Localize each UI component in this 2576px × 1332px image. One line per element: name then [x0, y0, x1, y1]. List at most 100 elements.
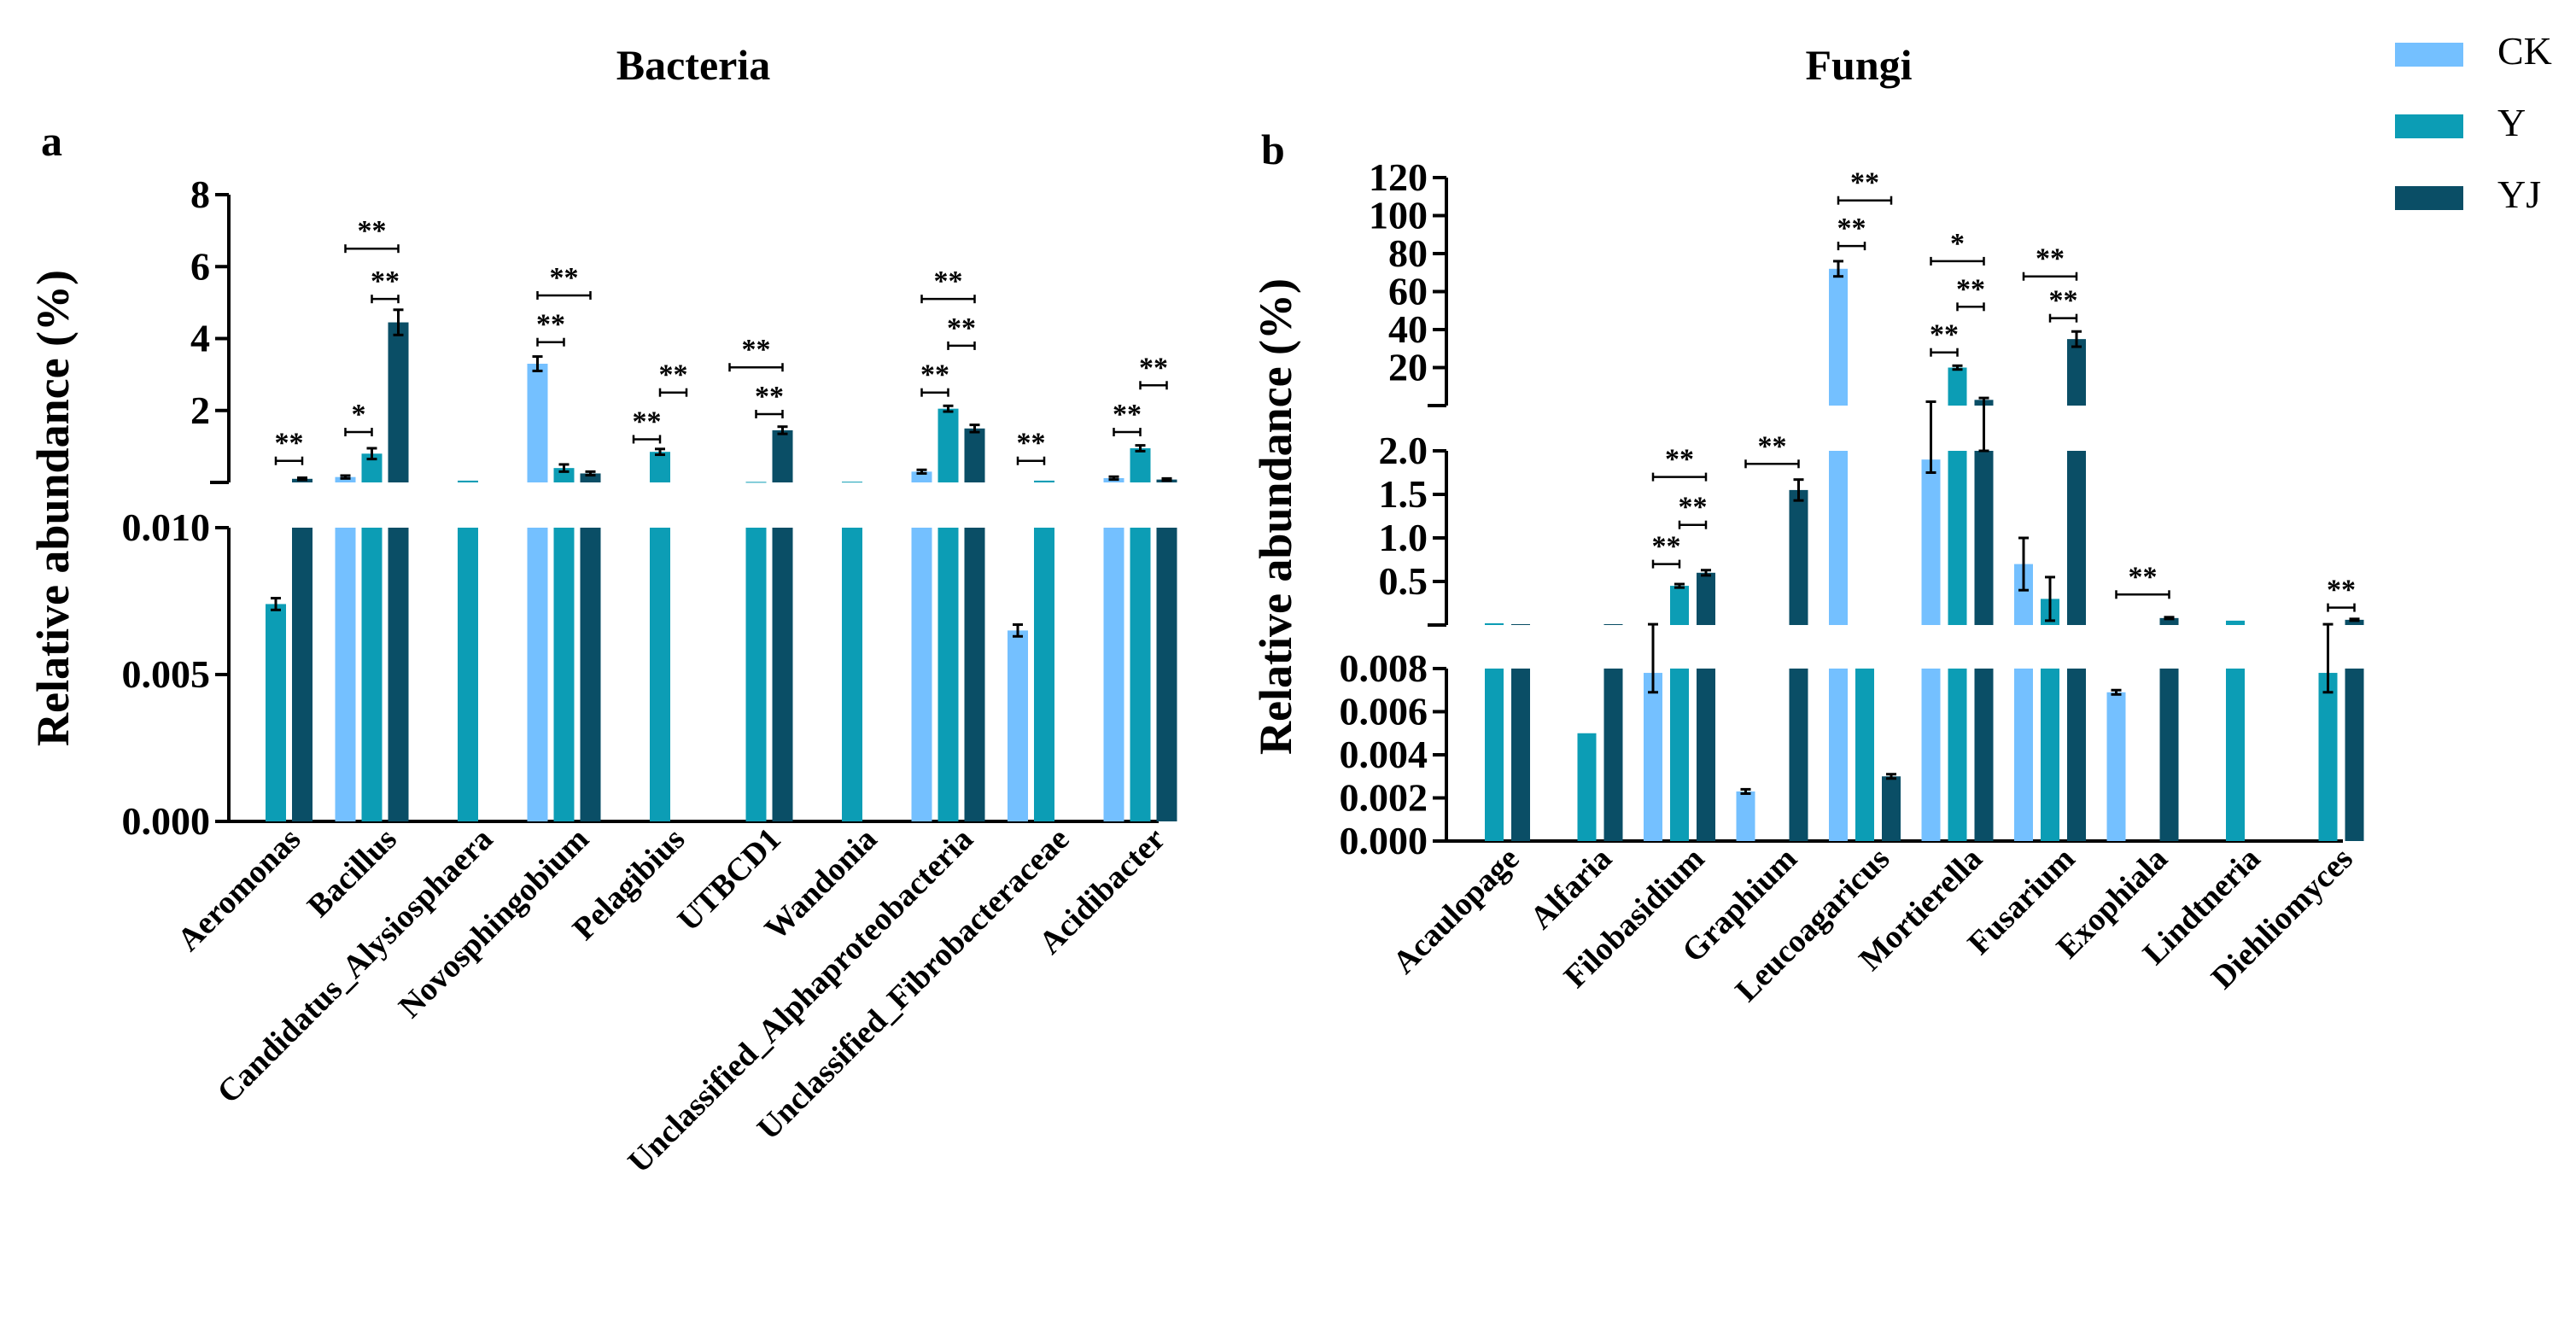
sig-label-filobasidium-2: **: [1665, 444, 1694, 476]
bar-graphium-ck-seg0: [1736, 791, 1755, 841]
panel-b-title: Fungi: [1805, 41, 1912, 89]
y-tick-label-b-2-5: 120: [1369, 155, 1428, 199]
sig-label-utbcd1-9: **: [742, 334, 771, 365]
bar-unclassified-alphaproteobacteria-y-seg0: [938, 528, 959, 821]
bar-fusarium-ck-seg0: [2014, 669, 2033, 841]
y-tick-label-b-0-4: 0.008: [1340, 646, 1428, 690]
bar-mortierella-yj-seg1: [1974, 451, 1994, 625]
bar-mortierella-ck-seg1: [1921, 459, 1941, 625]
panel-a-plot: 0.0000.0050.0102468AeromonasBacillusCand…: [122, 172, 1177, 1180]
y-tick-label-b-1-2: 1.5: [1379, 472, 1428, 516]
bar-alfaria-yj-seg1: [1603, 623, 1623, 625]
bar-aeromonas-y-seg0: [266, 604, 286, 821]
y-tick-label-a-1-2: 6: [190, 244, 210, 288]
legend-swatch-y: [2395, 114, 2463, 138]
bar-unclassified-alphaproteobacteria-yj-seg0: [964, 528, 985, 821]
y-tick-label-a-0-1: 0.005: [122, 652, 211, 696]
sig-label-novosphingobium-4: **: [536, 309, 565, 341]
y-tick-label-b-2-1: 40: [1388, 307, 1428, 351]
sig-label-unclassified-alphaproteobacteria-10: **: [920, 359, 949, 391]
bar-exophiala-yj-seg1: [2159, 617, 2179, 625]
bar-leucoagaricus-y-seg0: [1855, 669, 1874, 841]
sig-label-graphium-3: **: [1758, 430, 1787, 462]
bar-alfaria-y-seg0: [1577, 733, 1597, 841]
legend-label-yj: YJ: [2497, 172, 2542, 216]
y-tick-label-b-1-3: 2.0: [1379, 429, 1428, 472]
legend-label-ck: CK: [2497, 29, 2552, 73]
bar-pelagibius-y-seg0: [650, 528, 670, 821]
y-tick-label-b-2-3: 80: [1388, 231, 1428, 275]
bar-novosphingobium-ck-seg1: [527, 363, 548, 482]
bar-mortierella-y-seg0: [1948, 669, 1967, 841]
sig-label-diehliomyces-12: **: [2327, 575, 2356, 606]
x-tick-label-unclassified-alphaproteobacteria: Unclassified_Alphaproteobacteria: [622, 821, 980, 1180]
bar-alfaria-yj-seg0: [1603, 669, 1623, 841]
significance-b: ****** ***************** **: [1652, 167, 2356, 612]
panel-b-label: b: [1261, 126, 1285, 173]
bar-acaulopage-yj-seg1: [1511, 623, 1530, 625]
sig-label-mortierella-6: **: [1930, 319, 1959, 351]
bar-acidibacter-y-seg1: [1130, 447, 1151, 482]
bar-mortierella-y-seg2: [1948, 367, 1967, 406]
bar-bacillus-ck-seg0: [335, 528, 356, 821]
sig-label-acidibacter-15: **: [1139, 352, 1168, 383]
bar-mortierella-ck-seg0: [1921, 669, 1941, 841]
sig-label-bacillus-1: *: [352, 399, 366, 430]
bar-graphium-yj-seg1: [1789, 489, 1808, 625]
sig-label-exophiala-11: **: [2129, 561, 2158, 593]
sig-label-leucoagaricus-5: **: [1850, 167, 1879, 199]
sig-label-filobasidium-0: **: [1652, 531, 1681, 563]
legend-item-y: Y: [2395, 97, 2566, 149]
y-tick-label-b-2-2: 60: [1388, 270, 1428, 313]
bar-candidatus-alysiosphaera-y-seg0: [458, 528, 478, 821]
bar-exophiala-yj-seg0: [2159, 669, 2179, 841]
bar-exophiala-ck-seg0: [2106, 692, 2126, 841]
legend-label-y: Y: [2497, 101, 2526, 144]
sig-label-unclassified-alphaproteobacteria-12: **: [934, 266, 963, 297]
sig-label-aeromonas-0: **: [275, 428, 304, 459]
bar-leucoagaricus-ck-seg2: [1829, 268, 1848, 406]
bar-leucoagaricus-ck-seg1: [1829, 451, 1848, 625]
bar-bacillus-yj-seg1: [388, 322, 409, 482]
bar-unclassified-fibrobacteraceae-y-seg0: [1034, 528, 1054, 821]
bar-fusarium-ck-seg1: [2014, 564, 2033, 625]
bar-acidibacter-yj-seg0: [1156, 528, 1177, 821]
bar-pelagibius-y-seg1: [650, 452, 670, 482]
bar-unclassified-alphaproteobacteria-y-seg1: [938, 408, 959, 482]
sig-label-leucoagaricus-4: **: [1837, 213, 1866, 244]
sig-label-acidibacter-14: **: [1113, 399, 1142, 430]
sig-label-mortierella-7: **: [1956, 273, 1985, 305]
bar-acaulopage-y-seg0: [1485, 669, 1504, 841]
bar-novosphingobium-ck-seg0: [527, 528, 548, 821]
sig-label-bacillus-3: **: [358, 215, 387, 247]
y-tick-label-a-0-0: 0.000: [122, 799, 211, 843]
bar-wandonia-y-seg0: [842, 528, 862, 821]
y-tick-label-b-0-1: 0.002: [1340, 776, 1428, 820]
bar-unclassified-alphaproteobacteria-ck-seg0: [911, 528, 932, 821]
sig-label-unclassified-fibrobacteraceae-13: **: [1017, 428, 1046, 459]
bar-mortierella-y-seg1: [1948, 451, 1967, 625]
bar-fusarium-yj-seg1: [2067, 451, 2086, 625]
y-tick-label-b-0-0: 0.000: [1340, 819, 1428, 862]
sig-label-utbcd1-8: **: [755, 381, 784, 412]
bar-fusarium-y-seg0: [2041, 669, 2059, 841]
bar-filobasidium-yj-seg1: [1697, 572, 1715, 625]
bar-acaulopage-y-seg1: [1485, 622, 1504, 625]
y-tick-label-a-0-2: 0.010: [122, 505, 211, 549]
bar-leucoagaricus-ck-seg0: [1829, 669, 1848, 841]
bar-bacillus-yj-seg0: [388, 528, 409, 821]
bar-mortierella-yj-seg0: [1974, 669, 1994, 841]
sig-label-mortierella-8: *: [1950, 228, 1965, 260]
bars-a: [266, 308, 1177, 821]
bar-filobasidium-ck-seg0: [1644, 673, 1662, 841]
bar-graphium-yj-seg0: [1789, 669, 1808, 841]
y-tick-label-a-1-0: 2: [190, 388, 210, 432]
bar-filobasidium-yj-seg0: [1697, 669, 1715, 841]
bar-novosphingobium-yj-seg0: [580, 528, 601, 821]
bar-acidibacter-y-seg0: [1130, 528, 1151, 821]
bar-acaulopage-yj-seg0: [1511, 669, 1530, 841]
sig-label-novosphingobium-5: **: [550, 262, 579, 294]
y-axis-a: 0.000 0.005 0.010 2 4 6 8: [122, 172, 1159, 843]
bar-fusarium-yj-seg0: [2067, 669, 2086, 841]
